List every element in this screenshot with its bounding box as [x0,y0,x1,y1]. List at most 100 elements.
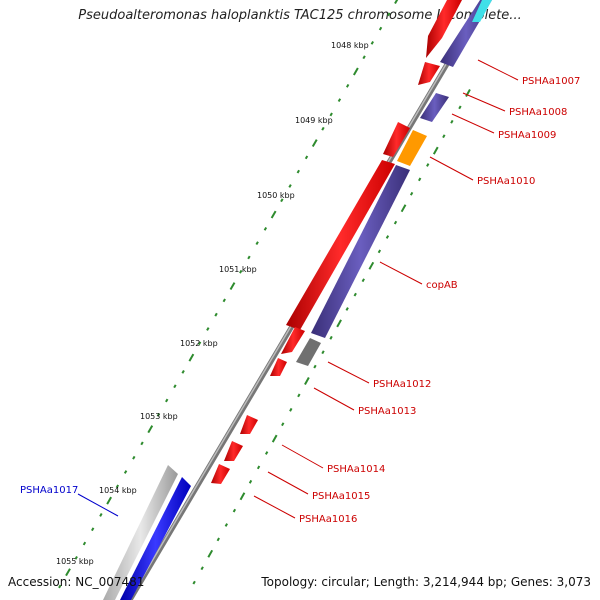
inner-tick-8 [400,204,407,213]
inner-tick-11 [377,249,382,254]
cds-feature-copab[interactable] [286,160,395,330]
scale-track [58,0,399,589]
inner-tick-12 [368,261,375,270]
inner-tick-32 [207,549,214,558]
inner-tick-33 [200,566,204,571]
scale-tick-41 [58,584,62,589]
scale-tick-30 [147,425,154,434]
cds-feature-1014[interactable] [240,415,258,434]
cds-feature-1013[interactable] [270,358,287,376]
scale-label-1049: 1049 kbp [295,116,333,125]
scale-tick-40 [65,568,71,577]
gene-label-pshaa1014[interactable]: PSHAa1014 [327,464,385,475]
cds-feature-1010[interactable] [383,122,410,157]
inner-tick-22 [289,407,293,412]
gene-label-pshaa1016[interactable]: PSHAa1016 [299,514,357,525]
gene-label-pshaa1010[interactable]: PSHAa1010 [477,176,535,187]
scale-tick-31 [140,441,144,446]
accession-text: Accession: NC_007481 [8,575,145,589]
cds-feature-1007[interactable] [426,0,462,58]
scale-tick-36 [99,513,103,517]
scale-tick-37 [91,527,95,532]
scale-label-1050: 1050 kbp [257,191,295,200]
blue-feature-1017[interactable] [120,477,191,600]
inner-tick-31 [216,537,220,542]
scale-tick-2 [378,26,383,31]
scale-tick-9 [321,126,325,131]
gene-label-pshaa1015[interactable]: PSHAa1015 [312,491,370,502]
map-title: Pseudoalteromonas haloplanktis TAC125 ch… [78,8,522,23]
topology-summary: Topology: circular; Length: 3,214,944 bp… [261,575,591,589]
inner-tick-10 [385,235,390,239]
scale-tick-13 [288,184,292,188]
gene-label-pshaa1012[interactable]: PSHAa1012 [373,379,431,390]
inner-tick-30 [224,523,229,527]
scale-tick-38 [82,541,87,546]
inner-tick-13 [361,278,365,283]
scale-tick-4 [362,55,366,60]
grey-feature-1012[interactable] [296,338,321,366]
purple-feature-1009[interactable] [420,93,449,122]
gene-labels: PSHAa1007 PSHAa1008 PSHAa1009 PSHAa1010 … [20,76,580,525]
gene-leaders [77,59,519,519]
reverse-features [296,0,492,366]
scale-tick-12 [296,169,300,174]
gene-label-pshaa1008[interactable]: PSHAa1008 [509,107,567,118]
scale-tick-25 [188,353,195,362]
scale-label-1052: 1052 kbp [180,339,218,348]
inner-tick-29 [232,508,237,513]
inner-tick-24 [271,434,278,443]
inner-tick-0 [465,89,471,97]
inner-tick-5 [426,163,430,167]
scale-tick-23 [206,327,210,331]
scale-tick-39 [74,555,78,560]
scale-tick-16 [263,226,268,231]
gene-label-pshaa1017[interactable]: PSHAa1017 [20,485,78,496]
grey-feature-1017[interactable] [103,465,178,600]
inner-tick-20 [304,377,310,385]
scale-tick-17 [255,241,259,246]
scale-tick-33 [123,470,128,474]
cyan-feature[interactable] [472,0,492,22]
pshaa1017-features [103,465,191,600]
scale-tick-21 [222,298,226,303]
inner-tick-6 [418,177,422,182]
inner-tick-34 [192,580,196,585]
inner-tick-1 [458,105,462,110]
inner-tick-28 [239,492,246,501]
scale-label-1051: 1051 kbp [219,265,257,274]
scale-labels: 1048 kbp 1049 kbp 1050 kbp 1051 kbp 1052… [56,41,369,566]
cds-feature-1012[interactable] [281,327,305,354]
cds-feature-1015[interactable] [224,441,243,461]
gene-label-pshaa1007[interactable]: PSHAa1007 [522,76,580,87]
inner-tick-17 [329,335,333,340]
scale-tick-20 [229,282,236,291]
inner-tick-27 [248,479,253,484]
scale-tick-19 [239,269,243,274]
scale-tick-29 [156,412,161,417]
scale-tick-32 [132,455,136,460]
scale-tick-10 [311,139,318,148]
scale-tick-0 [394,0,399,4]
gene-label-pshaa1013[interactable]: PSHAa1013 [358,406,416,417]
gene-label-copab[interactable]: copAB [426,280,458,291]
scale-tick-34 [115,484,120,489]
forward-features [211,0,462,484]
gene-label-pshaa1009[interactable]: PSHAa1009 [498,130,556,141]
scale-label-1054: 1054 kbp [99,486,137,495]
inner-tick-4 [432,146,439,155]
purple-feature-copab[interactable] [311,165,410,338]
scale-tick-5 [353,67,359,76]
inner-tick-16 [336,319,342,328]
scale-label-1053: 1053 kbp [140,412,178,421]
cds-feature-1016[interactable] [211,464,230,484]
scale-tick-1 [387,12,391,17]
scale-tick-28 [165,398,169,403]
scale-tick-8 [329,112,333,117]
orange-feature-1010[interactable] [397,130,427,166]
scale-tick-14 [280,198,284,203]
scale-label-1055: 1055 kbp [56,557,94,566]
cds-feature-1008[interactable] [418,62,440,85]
scale-tick-18 [247,255,251,260]
